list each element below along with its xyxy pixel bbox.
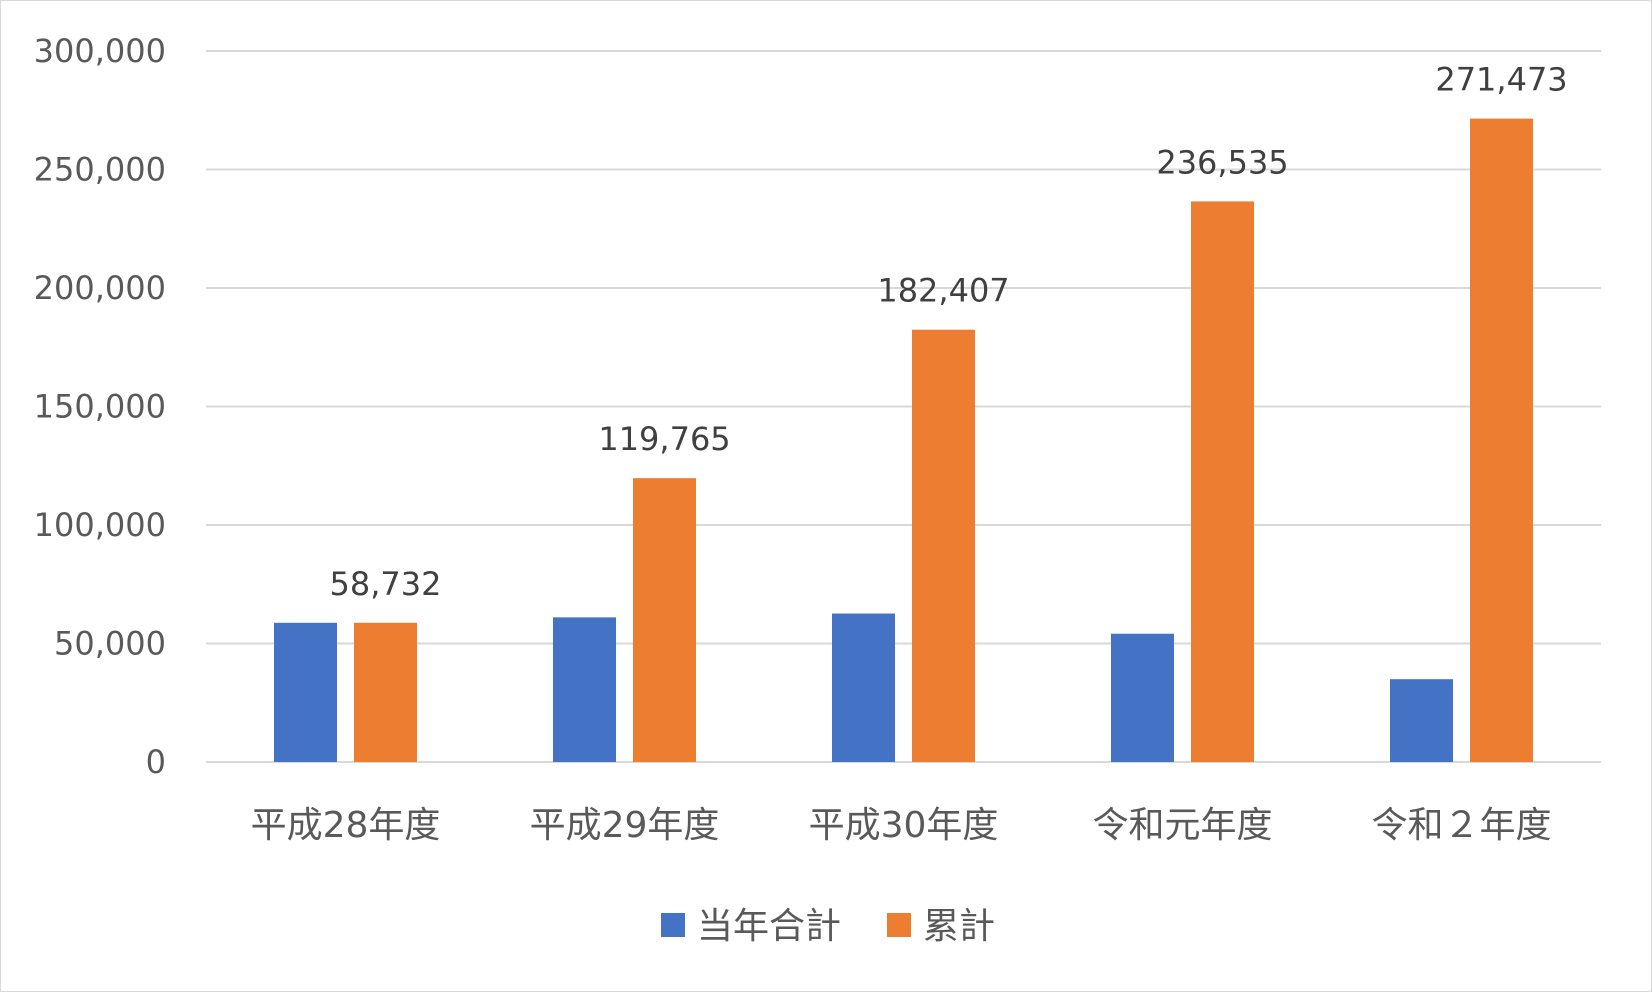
bar-annual-total (274, 622, 337, 762)
data-label: 182,407 (877, 272, 1009, 310)
bar-annual-total (553, 617, 616, 762)
gridlines (206, 50, 1601, 763)
legend-swatch (661, 913, 685, 937)
y-tick-label: 0 (146, 743, 166, 781)
bar-cumulative (1191, 201, 1254, 762)
y-tick-label: 150,000 (34, 388, 166, 426)
x-category-label: 平成30年度 (809, 805, 999, 846)
legend-swatch (887, 913, 911, 937)
y-tick-label: 100,000 (34, 506, 166, 544)
data-label: 58,732 (330, 565, 442, 603)
bar-cumulative (912, 329, 975, 762)
data-label: 236,535 (1156, 143, 1288, 181)
y-tick-label: 250,000 (34, 151, 166, 189)
x-category-label: 平成28年度 (251, 805, 441, 846)
bar-annual-total (1390, 679, 1453, 762)
x-category-label: 平成29年度 (530, 805, 720, 846)
y-tick-label: 300,000 (34, 32, 166, 70)
data-labels: 58,732 119,765 182,407 236,535 271,473 (330, 61, 1568, 603)
x-category-label: 令和２年度 (1371, 805, 1551, 846)
y-tick-label: 200,000 (34, 269, 166, 307)
legend-label: 累計 (923, 906, 995, 947)
bar-annual-total (1111, 633, 1174, 762)
bar-annual-total (832, 613, 895, 762)
data-label: 119,765 (598, 420, 730, 458)
bar-cumulative (1470, 118, 1533, 762)
bar-cumulative (633, 478, 696, 762)
bar-cumulative (354, 622, 417, 762)
data-label: 271,473 (1435, 61, 1567, 99)
bars (274, 118, 1533, 762)
y-axis-ticks: 0 50,000 100,000 150,000 200,000 250,000 300,0… (34, 32, 166, 781)
legend: 当年合計 累計 (661, 906, 995, 947)
y-tick-label: 50,000 (54, 625, 166, 663)
x-category-label: 令和元年度 (1092, 805, 1272, 846)
x-axis-categories: 平成28年度 平成29年度 平成30年度 令和元年度 令和２年度 (251, 805, 1552, 846)
legend-label: 当年合計 (697, 906, 841, 947)
